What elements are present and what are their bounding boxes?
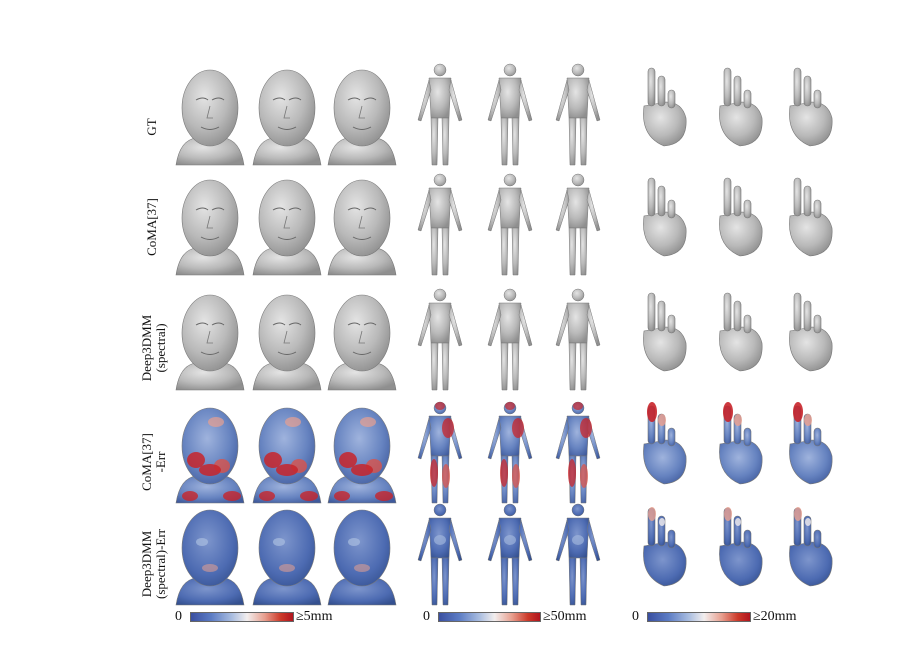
mesh-coma_err-face-2 xyxy=(252,407,322,504)
colorbar-3-min: 0 xyxy=(632,609,639,624)
mesh-coma-face-2 xyxy=(252,179,322,276)
mesh-coma-hand-1 xyxy=(643,177,687,257)
colorbar-3-max: ≥20mm xyxy=(753,609,797,624)
mesh-gt-face-2 xyxy=(252,69,322,166)
colorbar-1-max: ≥5mm xyxy=(296,609,333,624)
colorbar-1-min: 0 xyxy=(175,609,182,624)
mesh-deep-face-3 xyxy=(327,294,397,391)
mesh-gt-body-1 xyxy=(417,63,463,166)
mesh-gt-body-3 xyxy=(555,63,601,166)
mesh-deep-body-2 xyxy=(487,288,533,391)
mesh-deep_err-face-2 xyxy=(252,509,322,606)
mesh-coma-body-3 xyxy=(555,173,601,276)
mesh-gt-body-2 xyxy=(487,63,533,166)
mesh-coma-body-1 xyxy=(417,173,463,276)
mesh-deep-hand-1 xyxy=(643,292,687,372)
mesh-deep-hand-2 xyxy=(719,292,763,372)
mesh-deep_err-body-2 xyxy=(487,503,533,606)
mesh-deep_err-hand-3 xyxy=(789,507,833,587)
mesh-coma-hand-2 xyxy=(719,177,763,257)
mesh-gt-hand-3 xyxy=(789,67,833,147)
mesh-deep-face-2 xyxy=(252,294,322,391)
mesh-coma_err-hand-2 xyxy=(719,402,763,485)
mesh-coma_err-hand-3 xyxy=(789,402,833,485)
mesh-deep_err-body-1 xyxy=(417,503,463,606)
mesh-coma_err-face-1 xyxy=(175,407,245,504)
mesh-deep_err-body-3 xyxy=(555,503,601,606)
mesh-coma_err-face-3 xyxy=(327,407,397,504)
mesh-deep_err-hand-2 xyxy=(719,507,763,587)
mesh-gt-hand-2 xyxy=(719,67,763,147)
mesh-deep-hand-3 xyxy=(789,292,833,372)
colorbar-3 xyxy=(647,612,751,622)
mesh-gt-hand-1 xyxy=(643,67,687,147)
mesh-deep-body-3 xyxy=(555,288,601,391)
mesh-deep_err-face-1 xyxy=(175,509,245,606)
mesh-coma-body-2 xyxy=(487,173,533,276)
mesh-coma_err-body-3 xyxy=(555,401,601,504)
mesh-deep_err-hand-1 xyxy=(643,507,687,587)
mesh-coma-face-3 xyxy=(327,179,397,276)
mesh-deep-body-1 xyxy=(417,288,463,391)
colorbar-1 xyxy=(190,612,294,622)
colorbar-2 xyxy=(438,612,541,622)
mesh-coma_err-body-1 xyxy=(417,401,463,504)
mesh-deep_err-face-3 xyxy=(327,509,397,606)
colorbar-2-min: 0 xyxy=(423,609,430,624)
mesh-coma_err-hand-1 xyxy=(643,402,687,485)
colorbar-2-max: ≥50mm xyxy=(543,609,587,624)
mesh-deep-face-1 xyxy=(175,294,245,391)
mesh-coma-face-1 xyxy=(175,179,245,276)
mesh-coma_err-body-2 xyxy=(487,401,533,504)
mesh-gt-face-1 xyxy=(175,69,245,166)
mesh-coma-hand-3 xyxy=(789,177,833,257)
mesh-gt-face-3 xyxy=(327,69,397,166)
